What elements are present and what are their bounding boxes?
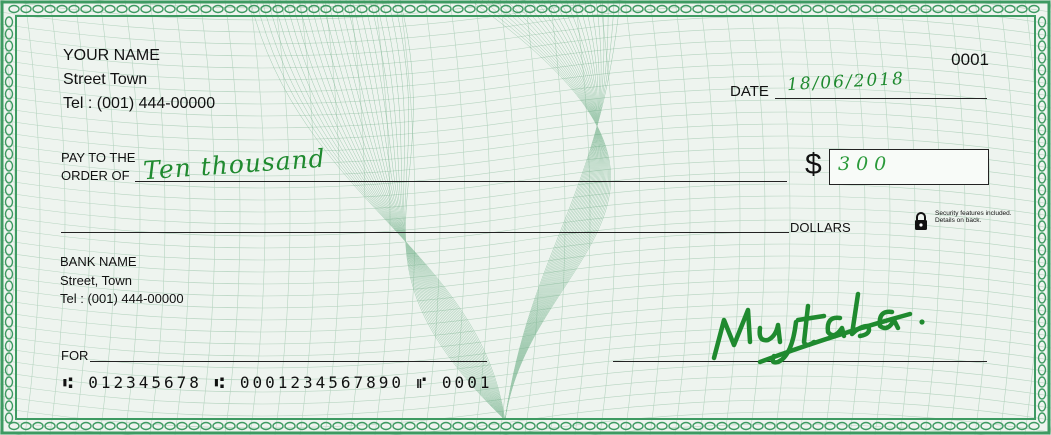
amount-box[interactable] — [829, 149, 989, 185]
memo-label: FOR — [61, 348, 89, 363]
pay-to-label-line2: ORDER OF — [61, 168, 130, 183]
bank-tel: Tel : (001) 444-00000 — [60, 291, 184, 306]
lock-icon — [915, 212, 927, 230]
memo-line — [90, 361, 487, 362]
signature-line — [613, 361, 987, 362]
date-line — [775, 98, 987, 99]
pay-to-label-line1: PAY TO THE — [61, 150, 136, 165]
drawer-street: Street Town — [63, 71, 148, 88]
amount-words-line — [61, 232, 789, 233]
micr-check: 0001 — [441, 373, 493, 392]
signature — [711, 291, 925, 365]
dollars-label: DOLLARS — [790, 220, 851, 235]
dollar-sign: $ — [805, 148, 822, 181]
drawer-name: YOUR NAME — [63, 47, 160, 64]
bank-street: Street, Town — [60, 273, 133, 288]
cheque-number: 0001 — [951, 50, 989, 69]
micr-account: 0001234567890 ⑈ — [239, 373, 430, 392]
micr-routing: ⑆ 012345678 ⑆ — [63, 373, 228, 392]
amount-value[interactable]: 300 — [838, 153, 893, 175]
security-note-text: Security features included. Details on b… — [935, 210, 1012, 224]
security-note: Security features included. Details on b… — [913, 210, 1013, 232]
bank-name: BANK NAME — [60, 254, 137, 269]
micr-line: ⑆ 012345678 ⑆ 0001234567890 ⑈ 0001 — [63, 373, 492, 392]
drawer-tel: Tel : (001) 444-00000 — [63, 95, 216, 112]
date-label: DATE — [730, 83, 769, 100]
payee-line — [135, 181, 787, 182]
